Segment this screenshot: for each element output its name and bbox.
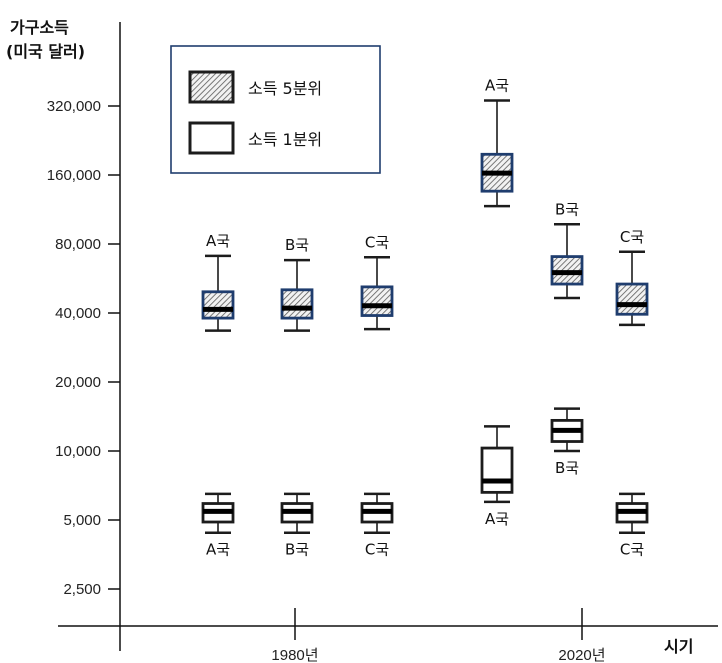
x-category-label-1980: 1980년 [271, 647, 318, 663]
y-tick-label: 80,000 [55, 236, 101, 253]
country-label: A국 [485, 77, 509, 95]
box-plots: A국 B국 C국 A국 B국 C국 A국 B국 C국 A국 B국 C국 [201, 77, 649, 559]
country-label: B국 [285, 541, 309, 559]
country-label: B국 [555, 200, 579, 218]
legend-label-bottom-quintile: 소득 1분위 [248, 130, 322, 149]
y-ticks: 2,500 5,000 10,000 20,000 40,000 80,000 160,00… [47, 98, 120, 598]
country-label: A국 [485, 510, 509, 528]
legend-swatch-bottom-quintile [188, 121, 235, 155]
y-tick-label: 20,000 [55, 374, 101, 391]
box-top-quintile-1980-c: C국 [360, 233, 394, 331]
country-label: C국 [365, 541, 389, 559]
box-iqr [615, 282, 649, 316]
country-label: A국 [206, 541, 230, 559]
x-category-label-2020: 2020년 [558, 647, 605, 663]
x-axis-title: 시기 [664, 637, 693, 656]
country-label: C국 [365, 233, 389, 251]
y-tick-label: 40,000 [55, 305, 101, 322]
legend-label-top-quintile: 소득 5분위 [248, 79, 322, 98]
box-bottom-quintile-2020-c: C국 [615, 492, 649, 559]
box-top-quintile-2020-b: B국 [550, 200, 584, 300]
box-bottom-quintile-1980-a: A국 [201, 492, 235, 559]
box-iqr [360, 285, 394, 317]
legend-frame [170, 45, 381, 174]
box-top-quintile-1980-a: A국 [201, 232, 235, 332]
box-top-quintile-2020-a: A국 [480, 77, 514, 208]
box-iqr [480, 446, 514, 494]
box-bottom-quintile-2020-b: B국 [550, 407, 584, 477]
country-label: C국 [620, 541, 644, 559]
country-label: C국 [620, 228, 644, 246]
legend-swatch-top-quintile [188, 70, 235, 104]
legend: 소득 5분위 소득 1분위 [170, 45, 381, 174]
y-tick-label: 2,500 [63, 581, 101, 598]
box-bottom-quintile-2020-a: A국 [480, 425, 514, 528]
y-tick-label: 5,000 [63, 512, 101, 529]
box-iqr [280, 288, 314, 320]
y-tick-label: 320,000 [47, 98, 101, 115]
country-label: B국 [285, 236, 309, 254]
country-label: A국 [206, 232, 230, 250]
box-top-quintile-1980-b: B국 [280, 236, 314, 332]
y-axis-title-line1: 가구소득 [10, 18, 69, 37]
y-tick-label: 10,000 [55, 443, 101, 460]
country-label: B국 [555, 459, 579, 477]
box-bottom-quintile-1980-b: B국 [280, 492, 314, 559]
box-top-quintile-2020-c: C국 [615, 228, 649, 327]
box-iqr [201, 290, 235, 320]
y-tick-label: 160,000 [47, 167, 101, 184]
box-bottom-quintile-1980-c: C국 [360, 492, 394, 559]
y-axis-title-line2: (미국 달러) [6, 42, 85, 61]
